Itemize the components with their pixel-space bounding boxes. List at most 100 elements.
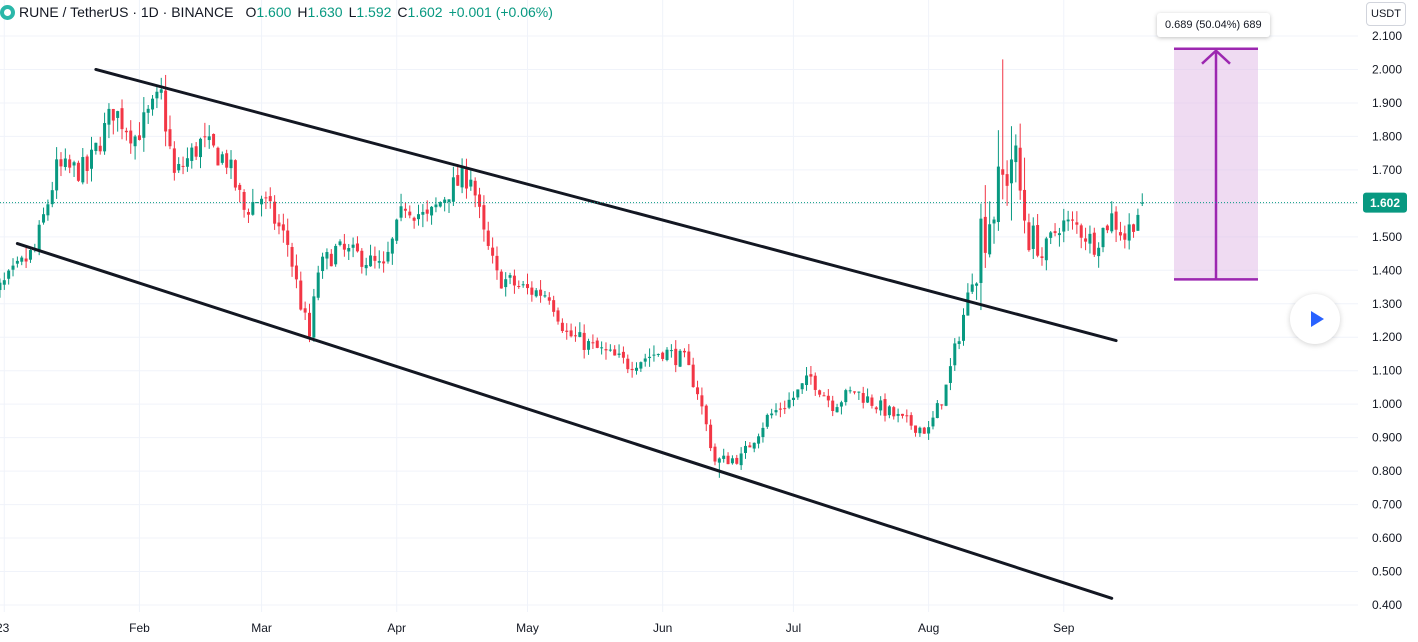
candle	[430, 205, 434, 225]
candle	[879, 396, 883, 416]
candle-body	[451, 177, 455, 202]
candle	[451, 166, 455, 206]
candle	[203, 122, 207, 148]
candle	[1132, 223, 1136, 238]
candle	[896, 408, 900, 423]
candle	[831, 395, 835, 417]
time-axis[interactable]: 23 Feb Mar Apr May Jun Jul Aug Sep	[0, 621, 1075, 635]
candle-body	[146, 108, 150, 113]
candle	[246, 208, 250, 223]
candle-body	[482, 205, 486, 230]
grid	[0, 0, 1358, 612]
candle	[517, 280, 521, 289]
candle-body	[137, 135, 141, 140]
candle-body	[975, 283, 979, 286]
candle	[970, 273, 974, 294]
candle-body	[879, 400, 883, 411]
candle-body	[992, 219, 996, 224]
candle	[844, 388, 848, 406]
lower-channel-line[interactable]	[15, 242, 1114, 600]
candle	[940, 404, 944, 410]
currency-unit-button[interactable]: USDT	[1366, 2, 1406, 26]
candle	[478, 187, 482, 219]
candle-body	[918, 427, 922, 434]
candle	[1071, 211, 1074, 230]
candle	[700, 387, 704, 415]
candle-body	[185, 158, 189, 167]
price-tick-label: 0.400	[1372, 598, 1402, 612]
price-tick-label: 1.200	[1372, 330, 1402, 344]
candle-body	[55, 159, 59, 191]
candle	[473, 177, 477, 208]
candle	[914, 425, 918, 437]
candle	[983, 185, 987, 268]
candle	[172, 141, 176, 181]
candle	[539, 280, 543, 303]
candle	[116, 110, 120, 132]
candle	[220, 151, 224, 165]
price-tick-label: 0.500	[1372, 565, 1402, 579]
candle-body	[669, 350, 673, 352]
candle-body	[805, 375, 809, 386]
replay-play-button[interactable]	[1290, 294, 1340, 344]
candle	[299, 271, 303, 311]
candle-body	[37, 224, 41, 252]
candle-body	[68, 159, 72, 168]
price-axis[interactable]: 2.1002.0001.9001.8001.7001.6001.5001.400…	[1358, 0, 1418, 637]
candle	[669, 344, 673, 358]
candle-body	[351, 244, 355, 248]
candle	[495, 246, 499, 280]
candle-body	[255, 202, 259, 204]
candle	[294, 254, 298, 289]
candle	[883, 393, 887, 422]
candle	[1001, 59, 1005, 200]
candle	[2, 272, 6, 290]
candle	[604, 342, 608, 360]
candle-body	[491, 247, 495, 256]
candle-body	[809, 374, 813, 377]
candle	[290, 242, 294, 277]
candle	[578, 322, 582, 338]
candle-body	[473, 180, 477, 196]
candle-body	[412, 217, 416, 221]
upper-channel-line[interactable]	[94, 67, 1118, 343]
candle-body	[1040, 256, 1044, 258]
candle	[486, 221, 490, 250]
candle-body	[770, 413, 774, 416]
candle-body	[20, 257, 24, 262]
candle-body	[238, 184, 242, 190]
candle	[212, 133, 216, 148]
candle-body	[417, 214, 420, 220]
candle	[900, 413, 904, 419]
symbol-title[interactable]: RUNE / TetherUS · 1D · BINANCE	[19, 4, 234, 20]
candle	[822, 392, 826, 397]
candle-body	[299, 280, 303, 310]
candle-body	[421, 211, 425, 215]
candle	[1136, 208, 1140, 231]
candle	[1031, 217, 1035, 259]
candle-body	[560, 322, 564, 331]
candle	[129, 120, 133, 154]
candle-body	[212, 133, 216, 146]
candle-body	[334, 245, 338, 265]
candle	[1009, 126, 1013, 221]
candle	[691, 357, 695, 388]
candle	[142, 97, 146, 152]
channel-lines[interactable]	[15, 67, 1118, 600]
candle	[107, 103, 111, 139]
candle-body	[59, 159, 63, 167]
candle-body	[600, 347, 604, 349]
candle-body	[996, 166, 1000, 223]
price-range-measure[interactable]	[1174, 47, 1258, 281]
candle-body	[591, 342, 595, 344]
candle-body	[373, 255, 377, 261]
candle-body	[848, 390, 852, 392]
candle	[526, 273, 529, 295]
measure-arrow-head	[1201, 49, 1231, 65]
candle	[1023, 157, 1027, 234]
measure-label[interactable]: 0.689 (50.04%) 689	[1157, 13, 1270, 37]
candle	[787, 392, 791, 410]
candle	[726, 452, 730, 465]
